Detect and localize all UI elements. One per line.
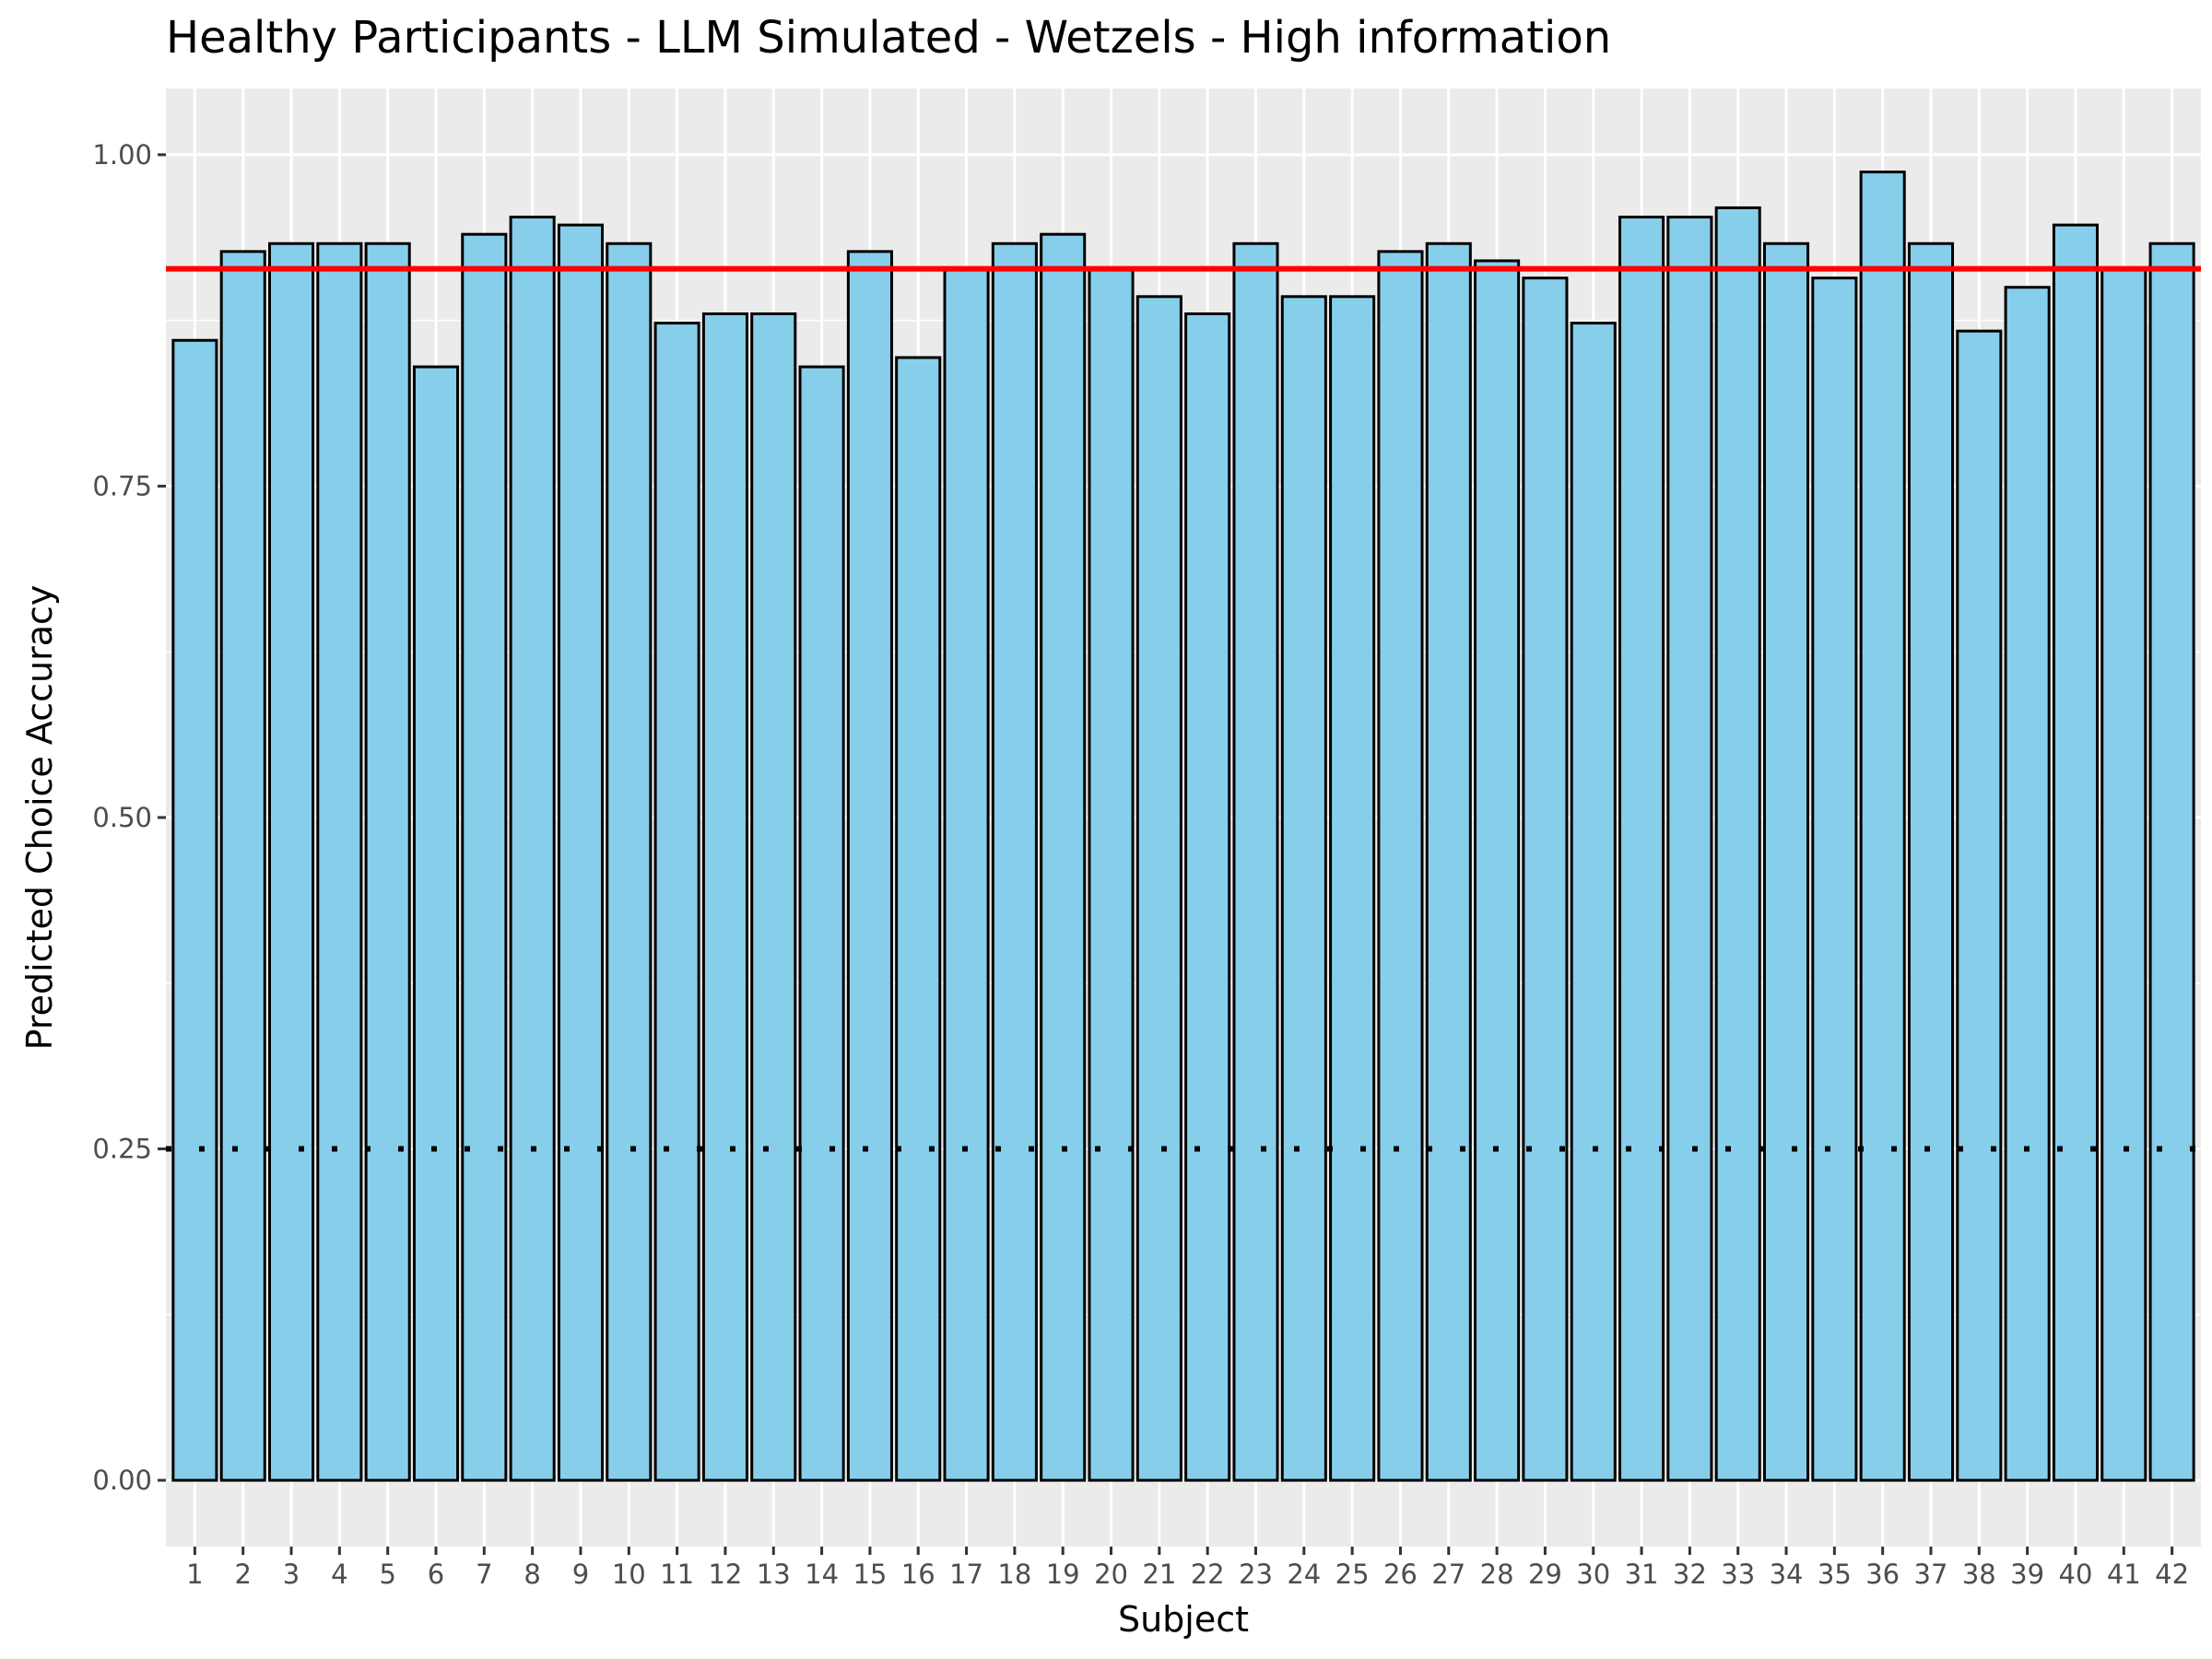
bar-subject-1 [171, 338, 218, 1482]
x-tick-label: 16 [901, 1559, 935, 1590]
x-tick-label: 27 [1431, 1559, 1465, 1590]
bar-subject-37 [1907, 241, 1955, 1482]
bar-subject-42 [2148, 241, 2195, 1482]
bars [171, 171, 2195, 1482]
reference-lines [166, 265, 2201, 1152]
x-tick-label: 7 [476, 1559, 492, 1590]
bar-subject-35 [1811, 276, 1858, 1482]
x-tick-label: 35 [1818, 1559, 1852, 1590]
y-tick-label: 0.25 [92, 1134, 152, 1165]
bar-subject-36 [1859, 171, 1906, 1482]
x-tick-label: 15 [853, 1559, 887, 1590]
x-tick-label: 21 [1142, 1559, 1176, 1590]
x-tick-label: 31 [1625, 1559, 1659, 1590]
bar-subject-29 [1522, 276, 1569, 1482]
x-axis-title: Subject [1118, 1599, 1249, 1640]
x-tick-label: 26 [1383, 1559, 1418, 1590]
bar-subject-4 [316, 241, 363, 1482]
x-tick-label: 34 [1770, 1559, 1804, 1590]
bar-subject-3 [267, 241, 315, 1482]
bar-subject-21 [1135, 295, 1182, 1482]
bar-subject-10 [606, 241, 653, 1482]
x-tick-label: 4 [331, 1559, 347, 1590]
bar-subject-34 [1762, 241, 1810, 1482]
x-tick-label: 8 [524, 1559, 540, 1590]
x-tick-label: 14 [805, 1559, 839, 1590]
x-tick-label: 38 [1962, 1559, 1996, 1590]
x-tick-label: 29 [1528, 1559, 1562, 1590]
bar-subject-19 [1040, 232, 1087, 1482]
bar-subject-11 [653, 322, 700, 1482]
x-tick-label: 1 [186, 1559, 203, 1590]
bar-subject-22 [1184, 312, 1231, 1482]
bar-subject-12 [701, 312, 748, 1482]
x-tick-label: 25 [1335, 1559, 1370, 1590]
bar-subject-15 [846, 250, 893, 1482]
x-tick-label: 40 [2059, 1559, 2093, 1590]
x-tick-label: 41 [2107, 1559, 2141, 1590]
x-tick-label: 17 [949, 1559, 983, 1590]
bar-subject-8 [509, 216, 556, 1482]
x-tick-label: 22 [1191, 1559, 1225, 1590]
x-tick-label: 12 [708, 1559, 742, 1590]
bar-subject-38 [1956, 329, 2003, 1482]
bar-subject-2 [219, 250, 266, 1482]
x-tick-label: 42 [2155, 1559, 2189, 1590]
x-tick-label: 36 [1865, 1559, 1900, 1590]
x-tick-label: 24 [1287, 1559, 1321, 1590]
y-axis-title: Predicted Choice Accuracy [19, 585, 60, 1051]
x-tick-label: 10 [612, 1559, 646, 1590]
bar-subject-39 [2004, 286, 2051, 1482]
x-tick-label: 33 [1721, 1559, 1755, 1590]
x-tick-label: 6 [428, 1559, 444, 1590]
bar-subject-9 [557, 223, 605, 1482]
bar-subject-40 [2052, 223, 2100, 1482]
x-tick-label: 39 [2010, 1559, 2044, 1590]
bar-subject-25 [1329, 295, 1376, 1482]
x-tick-label: 2 [234, 1559, 251, 1590]
y-tick-label: 0.00 [92, 1465, 152, 1496]
x-axis: 1 2 3 4 5 6 7 8 9 10 11 12 13 14 15 16 17 18 19 20 21 22 23 24 2… [186, 1547, 2189, 1590]
y-tick-label: 0.50 [92, 802, 152, 833]
x-tick-label: 19 [1046, 1559, 1080, 1590]
bar-subject-26 [1377, 250, 1424, 1482]
x-tick-label: 30 [1576, 1559, 1610, 1590]
bar-subject-41 [2100, 268, 2147, 1482]
bar-subject-33 [1714, 206, 1761, 1482]
bar-subject-6 [412, 365, 460, 1482]
bar-subject-13 [750, 312, 797, 1482]
x-tick-label: 5 [379, 1559, 395, 1590]
bar-subject-30 [1570, 322, 1617, 1482]
bar-subject-5 [364, 241, 411, 1482]
x-tick-label: 28 [1480, 1559, 1514, 1590]
y-tick-label: 0.75 [92, 470, 152, 501]
x-tick-label: 9 [572, 1559, 589, 1590]
bar-subject-18 [991, 241, 1038, 1482]
chart-title: Healthy Participants - LLM Simulated - W… [166, 12, 1611, 64]
bar-subject-28 [1474, 259, 1521, 1482]
y-tick-label: 1.00 [92, 139, 152, 171]
bar-subject-17 [943, 268, 990, 1482]
bar-subject-24 [1280, 295, 1327, 1482]
x-tick-label: 13 [757, 1559, 791, 1590]
bar-subject-31 [1618, 216, 1665, 1482]
x-tick-label: 3 [283, 1559, 300, 1590]
x-tick-label: 11 [660, 1559, 694, 1590]
x-tick-label: 20 [1094, 1559, 1128, 1590]
x-tick-label: 37 [1914, 1559, 1948, 1590]
x-tick-label: 18 [997, 1559, 1031, 1590]
bar-subject-23 [1232, 241, 1279, 1482]
bar-subject-16 [895, 356, 942, 1482]
bar-subject-32 [1666, 216, 1713, 1482]
bar-subject-14 [798, 365, 845, 1482]
y-axis: 0.00 0.25 0.50 0.75 1.00 [92, 139, 166, 1496]
x-tick-label: 32 [1673, 1559, 1707, 1590]
x-tick-label: 23 [1239, 1559, 1273, 1590]
bar-subject-7 [461, 232, 508, 1482]
bar-subject-20 [1088, 268, 1135, 1482]
bar-subject-27 [1425, 241, 1472, 1482]
